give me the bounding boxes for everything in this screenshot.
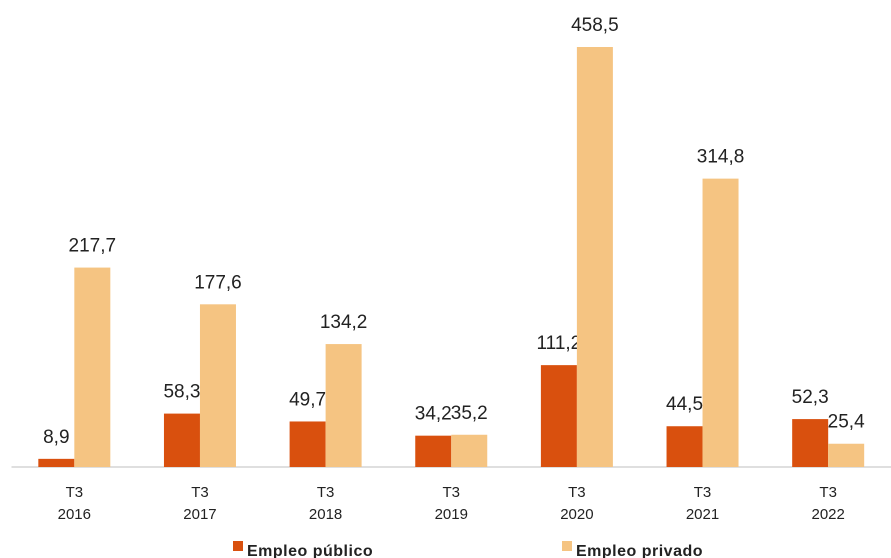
- x-tick-label: T3 2020: [560, 484, 593, 523]
- bar: [451, 434, 488, 467]
- bar: [74, 267, 111, 467]
- bar: [702, 178, 739, 467]
- data-label: 34,2: [415, 404, 452, 425]
- x-tick-label: T3 2016: [58, 484, 91, 523]
- data-label: 35,2: [451, 403, 488, 424]
- bar: [163, 413, 200, 467]
- bar: [792, 419, 829, 467]
- bar: [828, 443, 865, 467]
- data-label: 52,3: [792, 387, 829, 408]
- legend-swatch: [233, 541, 243, 551]
- x-tick-label: T3 2021: [686, 484, 719, 523]
- data-label: 25,4: [828, 412, 865, 433]
- data-label: 49,7: [289, 389, 326, 410]
- bar: [576, 47, 613, 467]
- bar: [289, 421, 326, 467]
- bar: [666, 426, 703, 467]
- x-tick-label: T3 2018: [309, 484, 342, 523]
- data-label: 58,3: [163, 382, 200, 403]
- legend-label: Empleo público: [247, 543, 373, 558]
- bar: [199, 304, 236, 467]
- bar: [540, 365, 577, 467]
- data-label: 111,2: [537, 333, 582, 354]
- x-tick-label: T3 2017: [183, 484, 216, 523]
- x-tick-label: T3 2019: [435, 484, 468, 523]
- data-label: 44,5: [666, 394, 703, 415]
- bar: [38, 458, 75, 467]
- data-label: 458,5: [571, 15, 619, 36]
- legend-label: Empleo privado: [576, 543, 703, 558]
- legend-swatch: [562, 541, 572, 551]
- bar: [415, 435, 452, 467]
- data-label: 177,6: [194, 272, 242, 293]
- data-label: 8,9: [43, 427, 69, 448]
- bar: [325, 344, 362, 467]
- data-label: 314,8: [697, 147, 745, 168]
- data-label: 134,2: [320, 312, 368, 333]
- data-label: 217,7: [69, 236, 117, 257]
- x-tick-label: T3 2022: [811, 484, 844, 523]
